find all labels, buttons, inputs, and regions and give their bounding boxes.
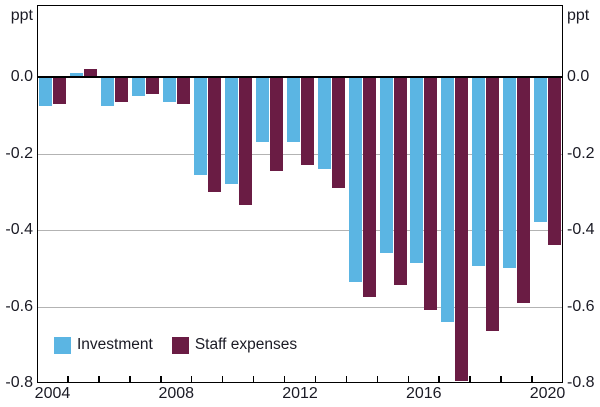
bar-staff-expenses-2011 (269, 78, 283, 171)
bar-investment-2008 (162, 78, 176, 102)
gridline--0.4 (37, 230, 563, 231)
bar-investment-2010 (224, 78, 238, 185)
zero-line (37, 76, 563, 78)
bar-investment-2017 (441, 78, 455, 322)
bar-staff-expenses-2018 (486, 78, 500, 332)
bar-staff-expenses-2009 (207, 78, 221, 192)
y-tick-label-left-0.0: 0.0 (10, 68, 33, 85)
x-axis-tick (190, 376, 193, 383)
x-axis-tick (67, 376, 69, 383)
x-axis-tick (221, 376, 224, 383)
x-axis-tick (376, 376, 379, 383)
x-tick-label-2020: 2020 (529, 385, 566, 402)
x-tick-label-2004: 2004 (34, 385, 71, 402)
legend-label-investment: Investment (77, 336, 153, 353)
y-tick-label-right--0.4: -0.4 (567, 221, 595, 238)
bar-investment-2009 (193, 78, 207, 175)
bar-investment-2014 (348, 78, 362, 282)
x-axis-tick (129, 376, 131, 383)
gridline--0.6 (37, 306, 563, 308)
y-tick-label-right--0.2: -0.2 (567, 144, 595, 162)
bar-investment-2007 (132, 78, 146, 97)
plot-area (37, 5, 563, 383)
bar-investment-2018 (472, 78, 486, 267)
bar-investment-2015 (379, 78, 393, 253)
y-tick-label-left--0.6: -0.6 (5, 297, 33, 315)
x-axis-tick (98, 376, 100, 383)
y-tick-label-left--0.2: -0.2 (5, 144, 33, 162)
bar-investment-2004 (39, 78, 53, 106)
investment-swatch-icon (54, 336, 71, 354)
bar-investment-2006 (101, 78, 115, 106)
bar-staff-expenses-2008 (176, 78, 190, 104)
bar-investment-2016 (410, 78, 424, 263)
bar-staff-expenses-2017 (455, 78, 469, 382)
legend-item-staff-expenses: Staff expenses (171, 336, 298, 354)
bar-investment-2012 (286, 78, 300, 143)
y-tick-label-left--0.4: -0.4 (5, 221, 33, 238)
bar-investment-2005 (70, 73, 84, 77)
bar-investment-2020 (534, 78, 548, 223)
bar-staff-expenses-2005 (84, 69, 98, 77)
bar-staff-expenses-2016 (424, 78, 438, 311)
x-axis-tick (283, 376, 286, 383)
gridline--0.2 (37, 153, 563, 155)
bar-staff-expenses-2019 (517, 78, 531, 303)
x-axis-tick (531, 376, 533, 383)
bar-investment-2011 (255, 78, 269, 143)
bar-staff-expenses-2013 (331, 78, 345, 188)
bar-staff-expenses-2014 (362, 78, 376, 297)
y-tick-label-right--0.8: -0.8 (567, 374, 595, 391)
x-axis-tick (160, 376, 162, 383)
x-axis-tick (500, 376, 502, 383)
y-tick-label-left--0.8: -0.8 (5, 374, 33, 391)
y-tick-label-right--0.6: -0.6 (567, 297, 595, 315)
x-axis-tick (314, 376, 317, 383)
bar-staff-expenses-2010 (238, 78, 252, 206)
bar-investment-2019 (503, 78, 517, 269)
bar-investment-2013 (317, 78, 331, 169)
legend-item-investment: Investment (54, 336, 153, 354)
x-axis-tick (252, 376, 255, 383)
legend-label-staff-expenses: Staff expenses (194, 336, 298, 353)
legend: Investment Staff expenses (54, 336, 297, 354)
bar-staff-expenses-2006 (115, 78, 129, 102)
x-axis-tick (345, 376, 348, 383)
x-axis-tick (407, 376, 410, 383)
x-axis-tick (438, 376, 440, 383)
y-axis-unit-right: ppt (567, 7, 590, 24)
staff-expenses-swatch-icon (171, 336, 189, 354)
x-tick-label-2008: 2008 (158, 385, 195, 402)
x-axis-tick (469, 376, 471, 383)
bar-staff-expenses-2012 (300, 78, 314, 165)
x-tick-label-2012: 2012 (282, 385, 318, 402)
y-axis-unit-left: ppt (10, 7, 33, 24)
bar-staff-expenses-2020 (548, 78, 562, 246)
x-tick-label-2016: 2016 (405, 385, 442, 402)
y-tick-label-right-0.0: 0.0 (567, 68, 590, 85)
bar-staff-expenses-2007 (146, 78, 160, 95)
bar-staff-expenses-2015 (393, 78, 407, 286)
bar-staff-expenses-2004 (53, 78, 67, 104)
